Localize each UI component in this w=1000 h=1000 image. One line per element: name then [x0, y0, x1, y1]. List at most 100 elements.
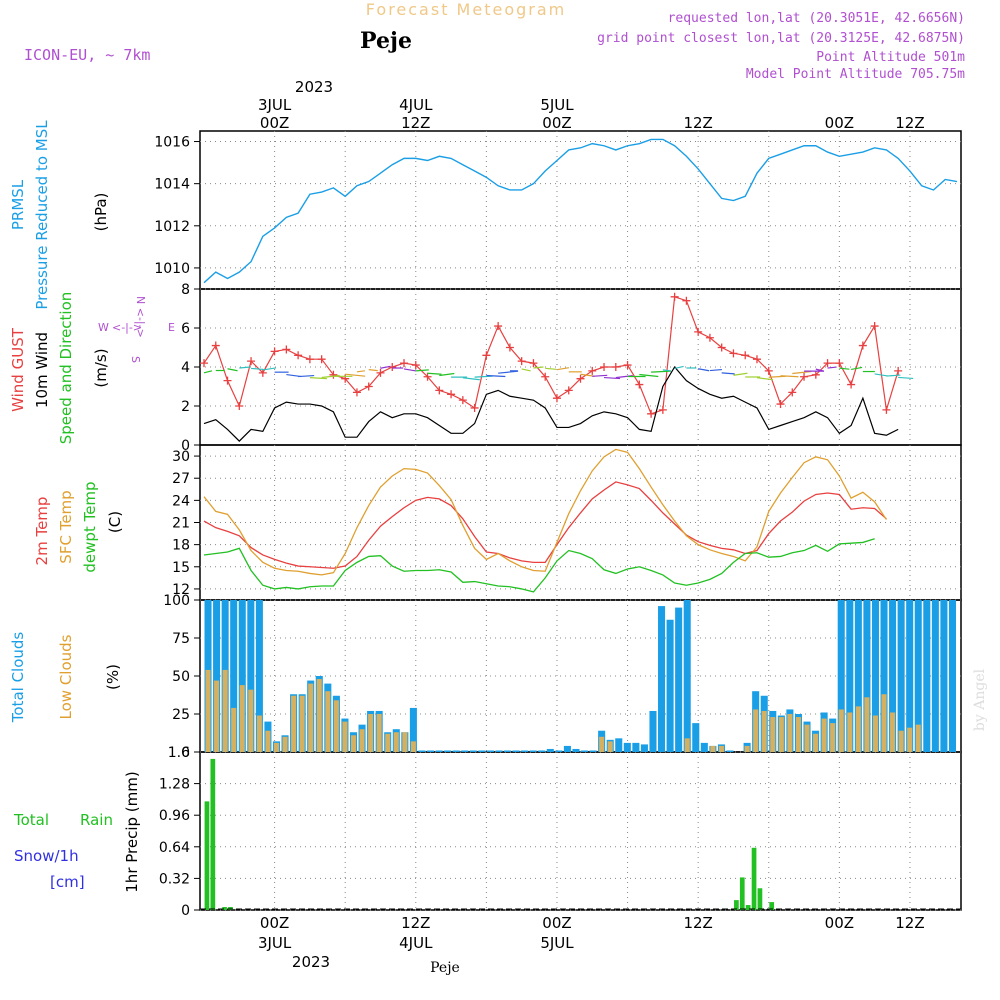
dewpt-line: [203, 538, 875, 593]
low-cloud-bar: [368, 714, 374, 752]
rain-bar: [751, 847, 757, 910]
low-cloud-bar: [410, 741, 416, 752]
total-cloud-bar: [923, 600, 931, 752]
gust-marker: [270, 347, 279, 356]
gust-marker: [352, 388, 361, 397]
low-cloud-bar: [881, 694, 887, 752]
low-cloud-bar: [599, 736, 605, 752]
ytick-label: 4: [181, 360, 190, 376]
low-cloud-bar: [753, 709, 759, 752]
wind-line: [203, 365, 899, 442]
gust-label: Wind GUST: [9, 327, 27, 412]
snow-label: Snow/1h: [14, 847, 79, 865]
low-cloud-bar: [308, 683, 314, 752]
gust-marker: [258, 368, 267, 377]
wind-arrow: [780, 375, 799, 378]
total-cloud-bar: [418, 750, 426, 752]
gust-marker: [776, 400, 785, 409]
low-cloud-bar: [718, 745, 724, 752]
wind-arrow: [427, 372, 442, 375]
panel-2: 12 15 18 21 24 27 30: [172, 444, 962, 601]
gust-marker: [611, 363, 620, 371]
total-cloud-bar: [683, 600, 691, 752]
bottom-date-label: 5JUL: [540, 934, 574, 952]
low-cloud-bar: [684, 738, 690, 752]
low-cloud-bar: [915, 724, 921, 752]
low-cloud-bar: [778, 717, 784, 752]
bottom-tick-label: 12Z: [401, 914, 430, 932]
low-cloud-bar: [316, 679, 322, 752]
wind-arrow: [721, 372, 735, 375]
gust-marker: [729, 349, 738, 358]
gust-marker: [811, 370, 820, 379]
panel-frame: [199, 751, 962, 911]
low-cloud-bar: [821, 718, 827, 752]
wind-arrow: [298, 374, 315, 378]
wind-arrow: [251, 367, 264, 371]
ytick-label: 18: [172, 538, 190, 554]
gust-marker: [670, 292, 679, 301]
compass-west: W: [98, 321, 109, 334]
temp2m-label: 2m Temp: [33, 497, 51, 566]
gust-marker: [647, 409, 656, 418]
ytick-label: 15: [172, 560, 190, 576]
ytick-label: 24: [172, 493, 190, 509]
gust-marker: [835, 359, 844, 368]
bottom-date-label: 3JUL: [258, 934, 292, 952]
top-date-label: 3JUL: [258, 96, 292, 114]
pressure-label-2: Pressure Reduced to MSL: [33, 120, 51, 310]
low-cloud-bar: [248, 689, 254, 752]
wind-label: 10m Wind: [33, 332, 51, 408]
total-cloud-bar: [837, 600, 845, 752]
gust-marker: [788, 388, 797, 397]
total-cloud-bar: [581, 750, 589, 752]
ytick-label: 2: [181, 399, 190, 415]
low-cloud-bar: [898, 730, 904, 752]
gust-line: [203, 295, 899, 415]
low-cloud-bar: [804, 724, 810, 752]
wind-arrow: [827, 366, 837, 369]
wind-arrow: [815, 368, 824, 372]
total-cloud-bar: [213, 600, 221, 752]
wind-arrow: [486, 374, 506, 378]
gridpoint-coords: grid point closest lon,lat (20.3125E, 42…: [597, 31, 965, 46]
gust-marker: [764, 366, 773, 375]
bottom-tick-label: 12Z: [683, 914, 712, 932]
wind-arrow: [439, 372, 455, 377]
gust-marker: [423, 372, 432, 381]
wind-arrow: [521, 368, 531, 372]
gust-marker: [635, 380, 644, 389]
ytick-label: 1016: [154, 135, 190, 151]
total-cloud-bar: [230, 600, 238, 752]
gust-marker: [211, 341, 220, 350]
wind-arrow: [898, 376, 914, 380]
total-cloud-bar: [692, 723, 700, 752]
gust-marker: [494, 322, 503, 331]
bottom-tick-label: 00Z: [542, 914, 571, 932]
total-cloud-bar: [503, 750, 512, 752]
top-tick-label: 12Z: [895, 114, 924, 132]
wind-arrow: [403, 368, 417, 372]
sfc-temp-line: [203, 448, 887, 576]
gust-marker: [294, 351, 303, 360]
sfc-temp-label: SFC Temp: [57, 490, 75, 563]
low-cloud-bar: [795, 717, 801, 752]
ytick-label: 0.32: [159, 871, 190, 887]
total-cloud-bar: [871, 600, 879, 752]
gust-marker: [564, 386, 573, 395]
total-cloud-bar: [846, 600, 854, 752]
total-cloud-bar: [940, 600, 948, 752]
gust-marker: [847, 380, 856, 389]
wind-arrow: [262, 367, 276, 371]
low-cloud-bar: [864, 697, 870, 752]
gust-marker: [705, 333, 714, 342]
wind-arrow: [851, 366, 863, 371]
total-cloud-bar: [435, 750, 443, 752]
cloud-unit: (%): [104, 664, 122, 690]
total-cloud-bar: [931, 600, 939, 752]
gust-marker: [541, 372, 550, 381]
wind-arrow: [239, 366, 251, 369]
total-cloud-bar: [889, 600, 897, 752]
top-date-label: 5JUL: [540, 96, 574, 114]
chart-title: Forecast Meteogram: [366, 0, 566, 19]
